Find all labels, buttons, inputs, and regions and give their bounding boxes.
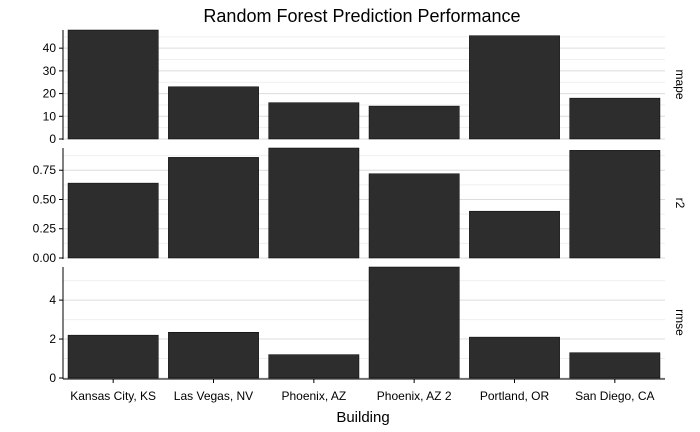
facet-panels: 0 10 20 30 40 mape 0.00 0.25 0.50 0.75 r2 0 2 4 rmse [33, 29, 687, 385]
x-axis: Kansas City, KS Las Vegas, NV Phoenix, AZ P… [63, 378, 665, 403]
facet-panel-mape: 0 10 20 30 40 mape [43, 29, 687, 146]
bar-mape-3 [368, 105, 460, 140]
y-tick-label: 10 [43, 109, 57, 123]
y-tick-label: 0.25 [33, 222, 57, 236]
bar-r2-0 [67, 182, 159, 259]
y-tick-label: 40 [43, 41, 57, 55]
bar-r2-2 [268, 147, 360, 259]
bar-mape-2 [268, 102, 360, 140]
y-tick-label: 30 [43, 64, 57, 78]
bar-rmse-2 [268, 354, 360, 379]
bar-mape-4 [469, 35, 560, 140]
facet-panel-rmse: 0 2 4 rmse [49, 266, 687, 385]
x-tick-label: Phoenix, AZ [281, 389, 346, 403]
x-tick-label: Phoenix, AZ 2 [377, 389, 452, 403]
bar-mape-1 [168, 86, 259, 140]
bar-rmse-3 [368, 266, 460, 379]
bar-rmse-4 [469, 336, 560, 379]
bar-r2-4 [469, 210, 560, 259]
y-tick-label: 4 [49, 293, 56, 307]
bar-mape-0 [67, 29, 159, 140]
y-tick-label: 0.75 [33, 163, 57, 177]
chart-title: Random Forest Prediction Performance [203, 6, 520, 26]
bar-rmse-0 [67, 334, 159, 379]
y-tick-label: 0.50 [33, 192, 57, 206]
bar-mape-5 [569, 97, 661, 140]
facet-label-r2: r2 [673, 198, 687, 209]
bar-r2-3 [368, 173, 460, 259]
bar-r2-1 [168, 157, 259, 259]
y-tick-label: 0 [49, 132, 56, 146]
y-tick-label: 0 [49, 371, 56, 385]
y-tick-label: 2 [49, 332, 56, 346]
bar-rmse-1 [168, 331, 259, 379]
facet-label-rmse: rmse [673, 309, 687, 336]
x-tick-label: Kansas City, KS [70, 389, 156, 403]
y-tick-label: 20 [43, 87, 57, 101]
x-tick-label: San Diego, CA [575, 389, 654, 403]
y-tick-label: 0.00 [33, 251, 57, 265]
x-tick-label: Portland, OR [480, 389, 550, 403]
bar-r2-5 [569, 150, 661, 259]
facet-label-mape: mape [673, 69, 687, 99]
facet-panel-r2: 0.00 0.25 0.50 0.75 r2 [33, 147, 687, 265]
x-axis-title: Building [336, 409, 389, 426]
bar-rmse-5 [569, 352, 661, 379]
x-tick-label: Las Vegas, NV [174, 389, 253, 403]
